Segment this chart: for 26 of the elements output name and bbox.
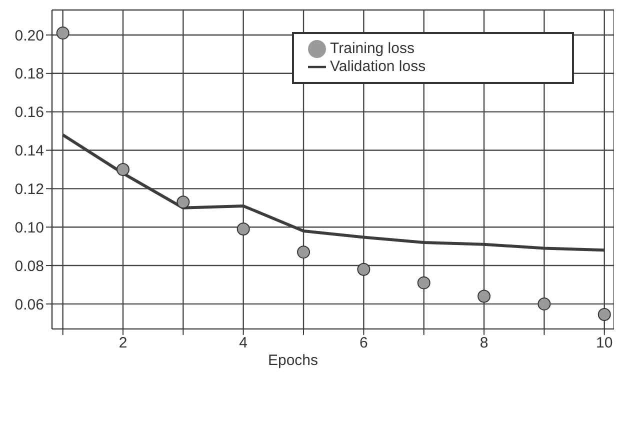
point: [116, 162, 130, 176]
y-tick-label: 0.16: [14, 104, 44, 122]
y-tick-label: 0.20: [14, 27, 44, 44]
x-tick-label: 6: [360, 334, 368, 352]
y-tick-label: 0.14: [14, 142, 44, 160]
point: [357, 262, 370, 276]
y-tick-label: 0.08: [14, 258, 44, 275]
y-tick-label: 0.06: [14, 296, 44, 314]
x-tick-label: 4: [239, 334, 248, 352]
point: [478, 290, 491, 303]
point: [598, 308, 611, 322]
point: [538, 297, 551, 310]
legend-label: Training loss: [330, 40, 414, 57]
x-tick-label: 10: [596, 334, 613, 352]
y-tick-label: 0.12: [14, 181, 44, 198]
point: [176, 196, 190, 209]
point: [56, 26, 70, 40]
x-tick-label: 8: [480, 334, 488, 352]
x-axis-title: Epochs: [268, 352, 318, 369]
point: [417, 276, 430, 290]
y-tick-label: 0.10: [14, 219, 44, 236]
y-tick-label: 0.18: [14, 66, 44, 83]
point: [236, 222, 250, 236]
x-tick-label: 2: [118, 334, 128, 352]
point: [297, 246, 310, 259]
legend-label: Validation loss: [330, 58, 426, 76]
